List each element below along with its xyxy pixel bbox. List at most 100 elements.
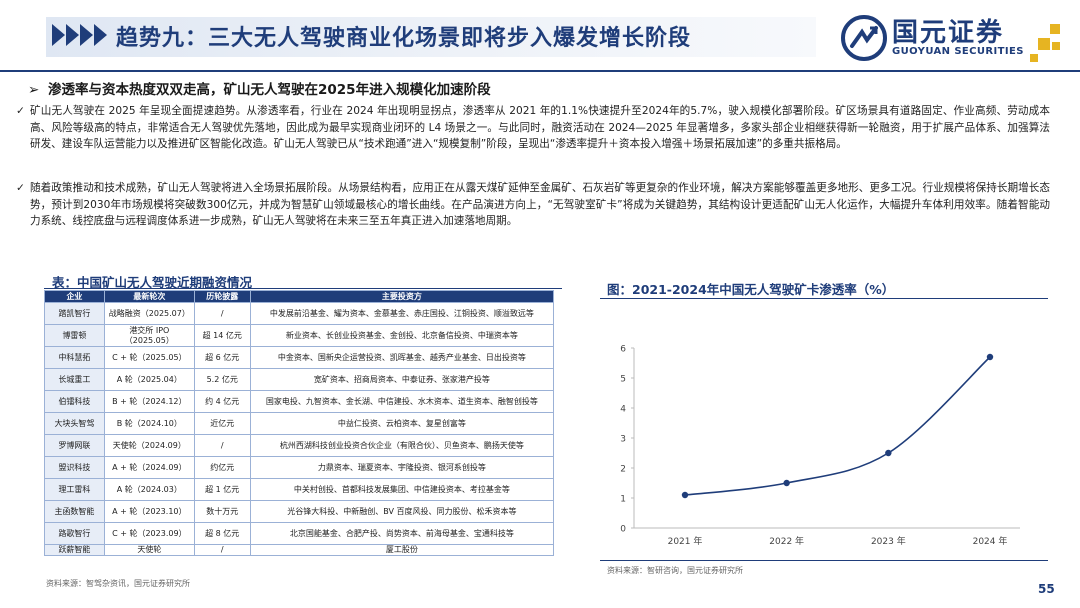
y-tick-label: 2 bbox=[620, 465, 626, 475]
y-tick-label: 5 bbox=[620, 375, 626, 385]
table-cell: 北京国能基金、合肥产投、尚势资本、前海母基金、宝通科技等 bbox=[249, 522, 555, 545]
table-cell: 厦工股份 bbox=[249, 544, 555, 556]
financing-table: 企业 最新轮次 历轮披露 主要投资方 踏凯智行 战略融资（2025.07） / 中发展… bbox=[44, 290, 555, 556]
table-cell: 理工雷科 bbox=[44, 478, 105, 501]
column-header: 历轮披露 bbox=[193, 290, 251, 303]
table-cell: B 轮（2024.10） bbox=[103, 412, 195, 435]
chart-title: 图：2021-2024年中国无人驾驶矿卡渗透率（%） bbox=[607, 282, 895, 297]
table-cell: 力鼎资本、瑞夏资本、宇隆投资、银河系创投等 bbox=[249, 456, 555, 479]
table-row: 长城重工 A 轮（2025.04） 5.2 亿元 宽矿资本、招商局资本、中泰证券、张家… bbox=[44, 368, 555, 391]
table-row: 跃薪智能 天使轮 / 厦工股份 bbox=[44, 544, 555, 556]
table-cell: 中益仁投资、云柏资本、复星创富等 bbox=[249, 412, 555, 435]
x-tick-label: 2023 年 bbox=[871, 535, 906, 547]
table-row: 伯镭科技 B + 轮（2024.12）约 4 亿元 国家电投、九智资本、金长湖、中信… bbox=[44, 390, 555, 413]
table-cell: / bbox=[193, 434, 251, 457]
logo-english-name: GUOYUAN SECURITIES bbox=[892, 46, 1024, 57]
data-point bbox=[783, 479, 790, 487]
series-line bbox=[684, 356, 991, 496]
check-icon: ✓ bbox=[16, 182, 25, 194]
table-cell: B + 轮（2024.12） bbox=[103, 390, 195, 413]
x-tick-label: 2024 年 bbox=[973, 535, 1008, 547]
chart-source: 资料来源：智研咨询，国元证券研究所 bbox=[607, 566, 743, 575]
table-cell: 5.2 亿元 bbox=[193, 368, 251, 391]
table-cell: 国家电投、九智资本、金长湖、中信建投、水木资本、道生资本、融智创投等 bbox=[249, 390, 555, 413]
table-cell: 中科慧拓 bbox=[44, 346, 105, 369]
paragraph-1: ✓ 矿山无人驾驶在 2025 年呈现全面提速趋势。从渗透率看，行业在 2024 … bbox=[16, 103, 1050, 153]
table-cell: 天使轮（2024.09） bbox=[103, 434, 195, 457]
table-cell: 光谷锋大科投、中新融创、BV 百度风投、同力股份、松禾资本等 bbox=[249, 500, 555, 523]
check-icon: ✓ bbox=[16, 105, 25, 117]
table-cell: 长城重工 bbox=[44, 368, 105, 391]
paragraph-text: 矿山无人驾驶在 2025 年呈现全面提速趋势。从渗透率看，行业在 2024 年出… bbox=[30, 105, 1050, 150]
table-cell: 超 1 亿元 bbox=[193, 478, 251, 501]
table-cell: 约 4 亿元 bbox=[193, 390, 251, 413]
y-tick-label: 6 bbox=[620, 345, 626, 355]
table-title: 表：中国矿山无人驾驶近期融资情况 bbox=[52, 275, 253, 290]
data-point bbox=[885, 449, 892, 457]
table-row: 大块头智驾 B 轮（2024.10） 近亿元 中益仁投资、云柏资本、复星创富等 bbox=[44, 412, 555, 435]
table-cell: 新业资本、长创业投资基金、金创投、北京备信投资、中瑞资本等 bbox=[249, 324, 555, 347]
table-cell: 港交所 IPO（2025.05） bbox=[103, 324, 195, 347]
table-cell: 中关村创投、首都科技发展集团、中信建投资本、考拉基金等 bbox=[249, 478, 555, 501]
data-point bbox=[986, 353, 994, 361]
table-row: 中科慧拓 C + 轮（2025.05）超 6 亿元 中金资本、国新央企运营投资、凯晖… bbox=[44, 346, 555, 369]
penetration-line-chart: 0 1 2 3 4 5 6 2021 年 2022 年 2023 年 2024 年 bbox=[620, 345, 1020, 547]
column-header: 企业 bbox=[44, 290, 105, 303]
table-header-row: 企业 最新轮次 历轮披露 主要投资方 bbox=[44, 290, 555, 303]
table-cell: 大块头智驾 bbox=[44, 412, 105, 435]
table-row: 盟识科技 A + 轮（2024.09） 约亿元 力鼎资本、瑞夏资本、宇隆投资、银河系创… bbox=[44, 456, 555, 479]
table-cell: 盟识科技 bbox=[44, 456, 105, 479]
subheading-text: 渗透率与资本热度双双走高，矿山无人驾驶在2025年进入规模化加速阶段 bbox=[48, 82, 491, 98]
paragraph-text: 随着政策推动和技术成熟，矿山无人驾驶将进入全场景拓展阶段。从场景结构看，应用正在… bbox=[30, 182, 1050, 227]
logo-mark-icon bbox=[841, 15, 887, 61]
table-cell: / bbox=[193, 544, 251, 556]
table-cell: A 轮（2024.03） bbox=[103, 478, 195, 501]
header-divider bbox=[0, 70, 1080, 72]
arrow-bullet-icon: ➢ bbox=[28, 82, 40, 98]
y-tick-label: 4 bbox=[620, 405, 626, 415]
table-row: 踏凯智行 战略融资（2025.07） / 中发展前沿基金、耀为资本、金慕基金、赤庄国投… bbox=[44, 302, 555, 325]
data-point bbox=[681, 491, 689, 499]
company-logo: 国元证券 GUOYUAN SECURITIES bbox=[840, 14, 1070, 66]
table-cell: 天使轮 bbox=[103, 544, 195, 556]
table-cell: 杭州西湖科技创业投资合伙企业（有限合伙）、贝鱼资本、鹏扬天使等 bbox=[249, 434, 555, 457]
table-cell: C + 轮（2023.09） bbox=[103, 522, 195, 545]
table-cell: 中发展前沿基金、耀为资本、金慕基金、赤庄国投、江铜投资、顺溢致远等 bbox=[249, 302, 555, 325]
table-cell: 踏凯智行 bbox=[44, 302, 105, 325]
table-cell: 跃薪智能 bbox=[44, 544, 105, 556]
logo-name: 国元证券 bbox=[892, 18, 1005, 48]
column-header: 主要投资方 bbox=[249, 290, 555, 303]
table-cell: 近亿元 bbox=[193, 412, 251, 435]
table-cell: 超 6 亿元 bbox=[193, 346, 251, 369]
table-title-rule bbox=[44, 288, 562, 289]
table-cell: A 轮（2025.04） bbox=[103, 368, 195, 391]
table-row: 罗博网联 天使轮（2024.09） / 杭州西湖科技创业投资合伙企业（有限合伙）、贝鱼… bbox=[44, 434, 555, 457]
table-cell: A + 轮（2024.09） bbox=[103, 456, 195, 479]
y-tick-label: 0 bbox=[620, 525, 626, 535]
table-cell: 超 14 亿元 bbox=[193, 324, 251, 347]
table-cell: 博雷顿 bbox=[44, 324, 105, 347]
table-cell: A + 轮（2023.10） bbox=[103, 500, 195, 523]
table-cell: / bbox=[193, 302, 251, 325]
page-title: 趋势九：三大无人驾驶商业化场景即将步入爆发增长阶段 bbox=[116, 26, 692, 51]
table-cell: 主函数智能 bbox=[44, 500, 105, 523]
table-cell: 罗博网联 bbox=[44, 434, 105, 457]
logo-gold-squares-icon bbox=[1030, 24, 1060, 62]
table-body: 踏凯智行 战略融资（2025.07） / 中发展前沿基金、耀为资本、金慕基金、赤庄国投… bbox=[44, 302, 555, 556]
paragraph-2: ✓ 随着政策推动和技术成熟，矿山无人驾驶将进入全场景拓展阶段。从场景结构看，应用… bbox=[16, 180, 1050, 230]
table-row: 理工雷科 A 轮（2024.03）超 1 亿元 中关村创投、首都科技发展集团、中信建… bbox=[44, 478, 555, 501]
column-header: 最新轮次 bbox=[103, 290, 195, 303]
table-cell: 伯镭科技 bbox=[44, 390, 105, 413]
table-cell: C + 轮（2025.05） bbox=[103, 346, 195, 369]
chevron-icon bbox=[52, 24, 107, 46]
table-row: 路歌智行 C + 轮（2023.09）超 8 亿元 北京国能基金、合肥产投、尚势资本… bbox=[44, 522, 555, 545]
title-bar bbox=[46, 17, 816, 57]
table-cell: 超 8 亿元 bbox=[193, 522, 251, 545]
y-tick-label: 3 bbox=[620, 435, 626, 445]
table-cell: 数十万元 bbox=[193, 500, 251, 523]
x-tick-label: 2022 年 bbox=[769, 535, 804, 547]
table-cell: 约亿元 bbox=[193, 456, 251, 479]
page-number: 55 bbox=[1038, 582, 1055, 596]
table-source: 资料来源：智驾杂资讯，国元证券研究所 bbox=[46, 579, 190, 588]
table-row: 博雷顿 港交所 IPO（2025.05）超 14 亿元 新业资本、长创业投资基金、金… bbox=[44, 324, 555, 347]
